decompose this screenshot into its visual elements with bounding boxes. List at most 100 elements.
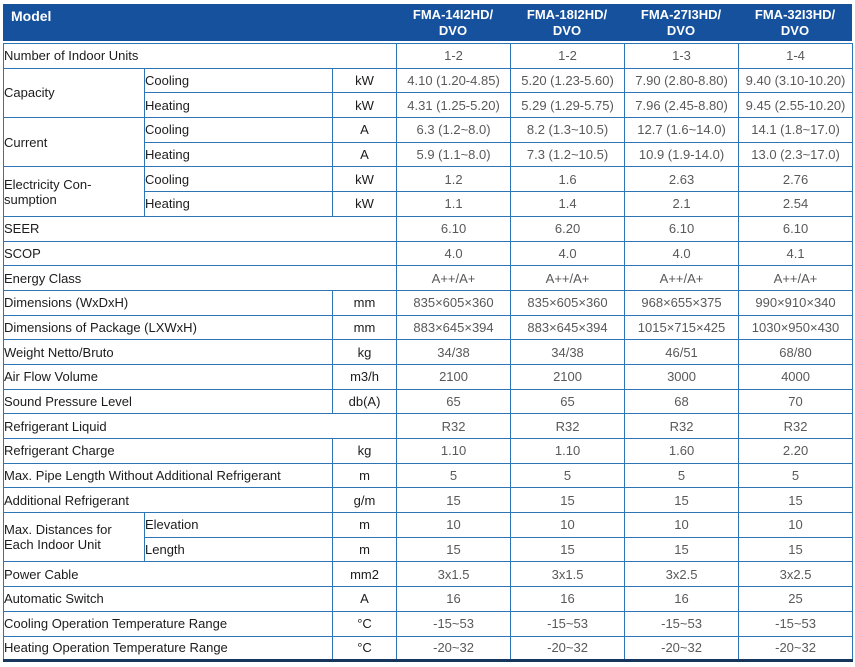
cell-value: 2.54: [738, 191, 854, 217]
table-row: Dimensions of Package (LXWxH) mm 883×645…: [3, 314, 854, 341]
row-unit: m: [331, 512, 398, 538]
row-sublabel: Cooling: [144, 117, 333, 143]
row-unit: m: [331, 462, 398, 489]
cell-value: 7.3 (1.2~10.5): [510, 141, 626, 168]
row-group-label: Max. Distances for Each Indoor Unit: [3, 512, 145, 563]
row-group-label: Electricity Con- sumption: [3, 166, 145, 217]
table-row: Electricity Con- sumption Cooling kW 1.2…: [3, 166, 854, 217]
row-unit: °C: [331, 635, 398, 662]
table-row: Length m 15 15 15 15: [4, 536, 854, 563]
cell-value: -15~53: [396, 610, 512, 637]
cell-value: 1030×950×430: [738, 314, 854, 341]
cell-value: 15: [624, 536, 740, 563]
row-label: Refrigerant Charge: [3, 438, 333, 464]
cell-value: 5: [510, 462, 626, 489]
table-row: Automatic Switch A 16 16 16 25: [3, 586, 854, 612]
cell-value: R32: [624, 413, 740, 439]
row-label: Air Flow Volume: [3, 363, 333, 390]
table-row: Cooling Operation Temperature Range °C -…: [3, 610, 854, 637]
model-header-label: Model: [11, 8, 52, 24]
row-unit: mm: [331, 289, 398, 316]
model-column-header: FMA-18I2HD/ DVO: [526, 6, 608, 38]
cell-value: 5.9 (1.1~8.0): [396, 141, 512, 168]
cell-value: 3x1.5: [510, 561, 626, 588]
cell-value: 46/51: [624, 339, 740, 365]
cell-value: 16: [624, 586, 740, 612]
row-unit: kW: [331, 67, 398, 94]
row-unit: mm: [331, 314, 398, 341]
cell-value: 835×605×360: [396, 289, 512, 316]
model-column-header: FMA-32I3HD/ DVO: [754, 6, 836, 38]
row-unit: db(A): [331, 388, 398, 415]
cell-value: 65: [510, 388, 626, 415]
cell-value: 1.6: [510, 166, 626, 193]
cell-value: 4.31 (1.25-5.20): [396, 92, 512, 119]
cell-value: R32: [738, 413, 854, 439]
row-unit: mm2: [331, 561, 398, 588]
cell-value: 9.45 (2.55-10.20): [738, 92, 854, 119]
cell-value: 6.10: [396, 215, 512, 242]
cell-value: 65: [396, 388, 512, 415]
row-sublabel: Cooling: [144, 67, 333, 94]
cell-value: 10: [738, 512, 854, 538]
row-label: Number of Indoor Units: [2, 43, 398, 69]
cell-value: 4.0: [396, 240, 512, 267]
cell-value: 15: [510, 536, 626, 563]
row-sublabel: Length: [144, 536, 333, 563]
table-row: Current Cooling A 6.3 (1.2~8.0) 8.2 (1.3…: [3, 117, 854, 168]
row-label: Dimensions of Package (LXWxH): [3, 314, 333, 341]
cell-value: 70: [738, 388, 854, 415]
row-label: Heating Operation Temperature Range: [3, 635, 333, 662]
cell-value: R32: [510, 413, 626, 439]
cell-value: 15: [510, 487, 626, 514]
cell-value: 5: [624, 462, 740, 489]
row-unit: A: [331, 141, 398, 168]
cell-value: 10: [396, 512, 512, 538]
row-label: SEER: [2, 215, 398, 242]
cell-value: 3x1.5: [396, 561, 512, 588]
cell-value: 2.63: [624, 166, 740, 193]
cell-value: 1-2: [396, 43, 512, 69]
cell-value: 1.2: [396, 166, 512, 193]
table-row: Heating kW 4.31 (1.25-5.20) 5.29 (1.29-5…: [4, 92, 854, 119]
cell-value: A++/A+: [738, 265, 854, 291]
cell-value: 9.40 (3.10-10.20): [738, 67, 854, 94]
cell-value: 6.10: [738, 215, 854, 242]
cell-value: 5.29 (1.29-5.75): [510, 92, 626, 119]
cell-value: -20~32: [738, 635, 854, 662]
cell-value: -20~32: [510, 635, 626, 662]
cell-value: 4.1: [738, 240, 854, 267]
cell-value: 34/38: [510, 339, 626, 365]
row-unit: g/m: [331, 487, 398, 514]
table-row: Heating A 5.9 (1.1~8.0) 7.3 (1.2~10.5) 1…: [4, 141, 854, 168]
cell-value: 3000: [624, 363, 740, 390]
table-header-bar: Model FMA-14I2HD/ DVO FMA-18I2HD/ DVO FM…: [3, 4, 852, 41]
cell-value: A++/A+: [510, 265, 626, 291]
cell-value: 15: [396, 487, 512, 514]
row-unit: °C: [331, 610, 398, 637]
cell-value: 990×910×340: [738, 289, 854, 316]
table-row: Power Cable mm2 3x1.5 3x1.5 3x2.5 3x2.5: [3, 561, 854, 588]
cell-value: 6.10: [624, 215, 740, 242]
row-unit: A: [331, 586, 398, 612]
cell-value: 2.20: [738, 438, 854, 464]
row-sublabel: Heating: [144, 141, 333, 168]
row-sublabel: Elevation: [144, 512, 333, 538]
cell-value: 1.1: [396, 191, 512, 217]
row-unit: kg: [331, 339, 398, 365]
row-label: Dimensions (WxDxH): [3, 289, 333, 316]
cell-value: 8.2 (1.3~10.5): [510, 117, 626, 143]
cell-value: 2100: [396, 363, 512, 390]
cell-value: -15~53: [738, 610, 854, 637]
cell-value: 3x2.5: [738, 561, 854, 588]
cell-value: 1-2: [510, 43, 626, 69]
row-label: Max. Pipe Length Without Additional Refr…: [3, 462, 333, 489]
table-row: Capacity Cooling kW 4.10 (1.20-4.85) 5.2…: [3, 67, 854, 119]
cell-value: 16: [396, 586, 512, 612]
cell-value: -20~32: [396, 635, 512, 662]
row-unit: m: [331, 536, 398, 563]
cell-value: A++/A+: [396, 265, 512, 291]
table-row: Additional Refrigerant g/m 15 15 15 15: [3, 487, 854, 514]
cell-value: 68: [624, 388, 740, 415]
cell-value: 1-4: [738, 43, 854, 69]
